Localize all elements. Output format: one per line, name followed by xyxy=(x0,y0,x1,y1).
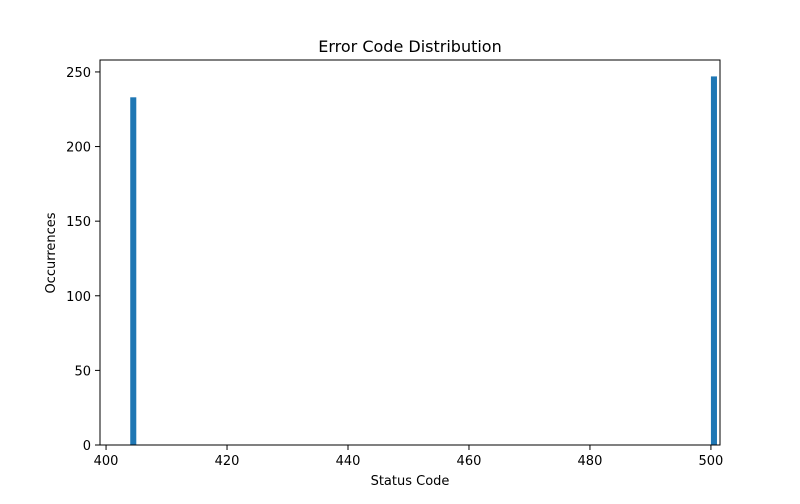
y-tick-label: 0 xyxy=(83,439,91,454)
y-tick-label: 250 xyxy=(66,66,91,81)
bar-404 xyxy=(130,97,137,445)
y-tick-label: 100 xyxy=(66,290,91,305)
x-axis-label: Status Code xyxy=(371,474,450,489)
x-tick-label: 440 xyxy=(336,454,361,469)
x-tick-label: 480 xyxy=(578,454,603,469)
plot-frame xyxy=(99,59,721,446)
ticks-layer: 400 420 440 460 480 500 0 50 100 150 200 250 xyxy=(66,66,723,469)
x-tick-label: 460 xyxy=(457,454,482,469)
x-tick-label: 500 xyxy=(699,454,724,469)
x-tick-label: 400 xyxy=(94,454,119,469)
bars-layer xyxy=(130,76,717,445)
y-tick-label: 150 xyxy=(66,215,91,230)
bar-500 xyxy=(710,76,717,445)
x-tick-label: 420 xyxy=(215,454,240,469)
y-axis-label: Occurrences xyxy=(44,212,59,293)
chart-title: Error Code Distribution xyxy=(318,37,501,56)
y-tick-label: 200 xyxy=(66,141,91,156)
y-tick-label: 50 xyxy=(74,364,91,379)
